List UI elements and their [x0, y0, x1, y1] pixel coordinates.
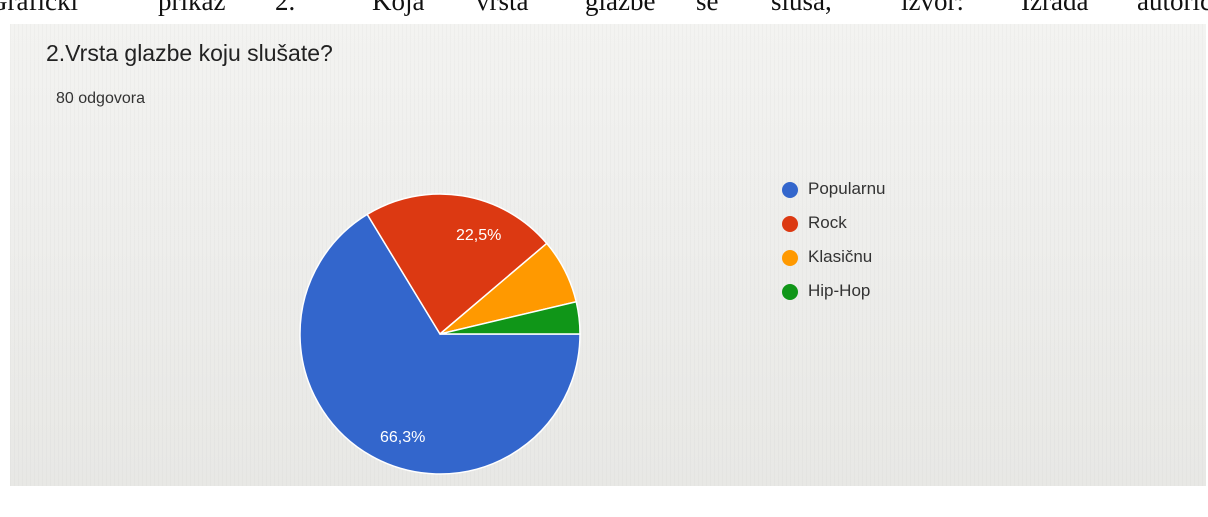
- caption-word: glazbe: [585, 0, 656, 16]
- caption-word: autorice: [1137, 0, 1208, 16]
- legend-swatch: [782, 284, 798, 300]
- caption-word: Grafički: [0, 0, 78, 16]
- pie-chart: 66,3% 22,5%: [299, 193, 581, 475]
- caption-word: vrsta: [476, 0, 529, 16]
- chart-card: 2.Vrsta glazbe koju slušate? 80 odgovora…: [10, 24, 1206, 486]
- caption-word: Izrada: [1021, 0, 1089, 16]
- caption-word: se: [696, 0, 719, 16]
- pie-slice-popularnu: [299, 213, 581, 475]
- legend-label: Klasičnu: [808, 247, 873, 266]
- legend-swatch: [782, 250, 798, 266]
- caption-word: prikaz: [158, 0, 226, 16]
- slice-data-label: 66,3%: [380, 429, 425, 446]
- caption-word: Koja: [372, 0, 425, 16]
- response-count: 80 odgovora: [56, 90, 145, 107]
- pie-slice-hip-hop: [439, 300, 581, 335]
- legend-label: Popularnu: [808, 179, 886, 198]
- legend-label: Rock: [808, 213, 847, 232]
- caption-word: izvor:: [901, 0, 964, 16]
- legend-swatch: [782, 182, 798, 198]
- pie-slice-rock: [366, 193, 548, 336]
- question-title: 2.Vrsta glazbe koju slušate?: [46, 40, 333, 66]
- figure-caption: Grafički prikaz 2. Koja vrsta glazbe se sluša, i…: [0, 0, 1208, 26]
- legend-label: Hip-Hop: [808, 281, 871, 300]
- slice-data-label: 22,5%: [456, 227, 501, 244]
- page-margin: [0, 486, 1208, 517]
- caption-word: sluša,: [771, 0, 832, 16]
- legend-swatch: [782, 216, 798, 232]
- caption-word: 2.: [275, 0, 296, 16]
